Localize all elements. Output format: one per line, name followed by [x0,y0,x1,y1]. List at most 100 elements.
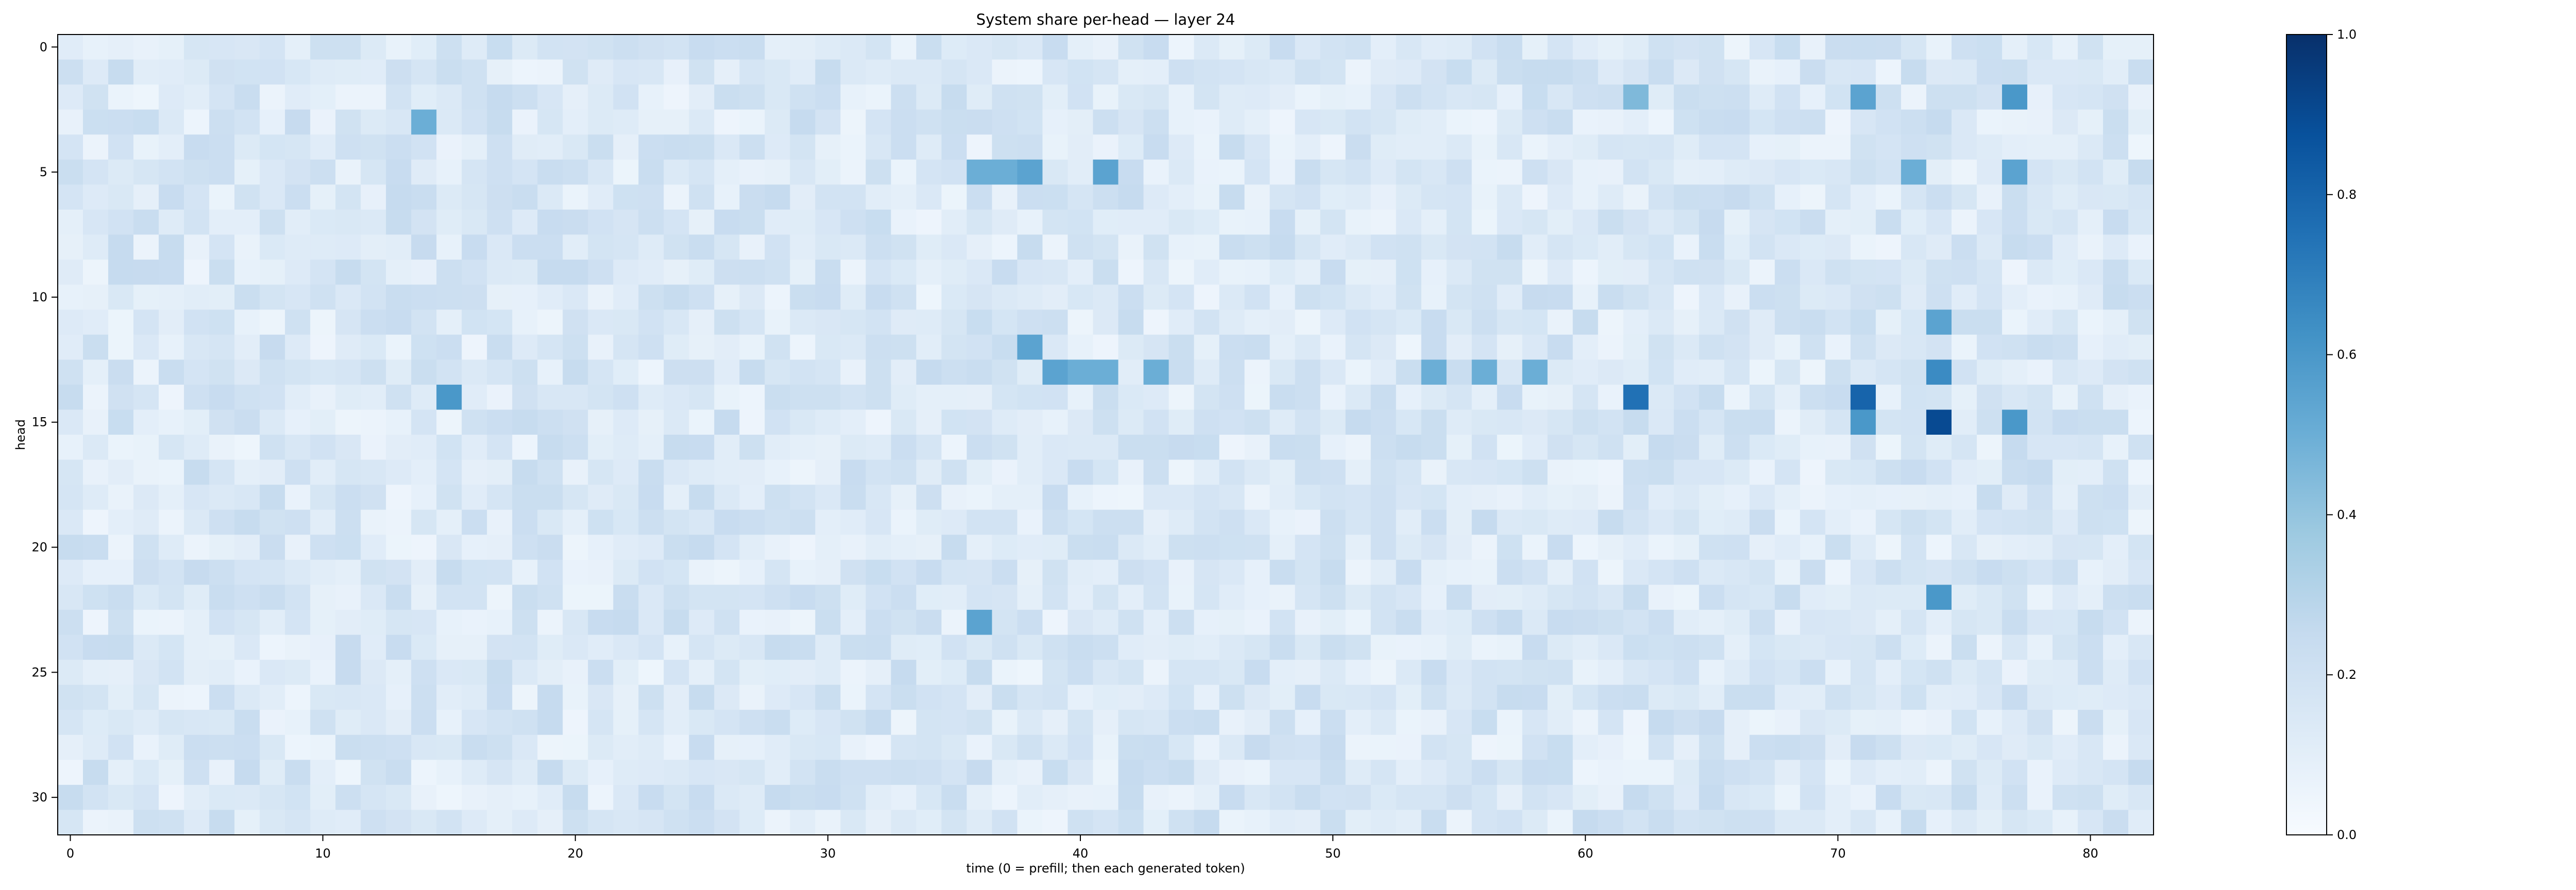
heatmap-cell [1648,760,1674,785]
heatmap-cell [1926,435,1952,460]
heatmap-cell [1497,734,1523,760]
heatmap-cell [1749,409,1775,435]
heatmap-cell [941,435,968,460]
heatmap-cell [1269,609,1296,636]
heatmap-cell [335,334,361,360]
heatmap-cell [2002,284,2028,310]
heatmap-cell [310,609,336,636]
heatmap-cell [1067,134,1094,160]
heatmap-cell [967,84,993,110]
heatmap-cell [1724,134,1750,160]
heatmap-cell [1168,509,1195,535]
heatmap-cell [2103,459,2129,485]
heatmap-cell [1497,684,1523,710]
heatmap-cell [1522,59,1548,85]
heatmap-cell [1976,509,2003,535]
heatmap-cell [967,760,993,785]
heatmap-cell [2052,409,2078,435]
heatmap-cell [1244,310,1270,335]
heatmap-cell [234,635,260,660]
heatmap-cell [891,760,917,785]
heatmap-cell [1825,660,1851,686]
heatmap-cell [1598,810,1624,835]
heatmap-cell [613,485,639,510]
heatmap-cell [1345,159,1371,185]
heatmap-cell [916,209,942,235]
heatmap-cell [1118,459,1144,485]
heatmap-cell [361,660,386,686]
heatmap-cell [790,134,816,160]
heatmap-cell [1724,59,1750,85]
heatmap-cell [1017,109,1043,135]
heatmap-cell [1143,710,1170,735]
heatmap-cell [563,635,588,660]
heatmap-cell [638,734,664,760]
heatmap-cell [1017,559,1043,585]
heatmap-cell [335,59,361,85]
heatmap-cell [638,784,664,811]
heatmap-cell [1623,609,1649,636]
heatmap-cell [2002,559,2028,585]
heatmap-cell [588,109,614,135]
heatmap-cell [1194,509,1220,535]
heatmap-cell [1471,810,1498,835]
heatmap-cell [1269,485,1296,510]
heatmap-cell [159,84,184,110]
heatmap-cell [1850,260,1876,285]
heatmap-cell [967,459,993,485]
heatmap-cell [714,234,740,260]
heatmap-cell [1446,59,1472,85]
x-tick-label: 20 [567,846,583,861]
heatmap-cell [1168,334,1195,360]
heatmap-cell [1724,509,1750,535]
heatmap-cell [1825,509,1851,535]
heatmap-cell [1143,585,1170,610]
heatmap-cell [765,459,790,485]
heatmap-cell [285,409,311,435]
heatmap-cell [310,635,336,660]
heatmap-cell [209,485,235,510]
heatmap-cell [1976,334,2003,360]
heatmap-cell [1370,159,1397,185]
heatmap-cell [2128,35,2154,60]
heatmap-cell [1724,409,1750,435]
heatmap-cell [2052,260,2078,285]
heatmap-cell [260,334,285,360]
heatmap-cell [83,684,109,710]
heatmap-cell [1168,209,1195,235]
heatmap-cell [1042,109,1069,135]
heatmap-cell [386,35,412,60]
heatmap-cell [1774,635,1801,660]
heatmap-cell [1396,59,1422,85]
heatmap-cell [790,184,816,210]
heatmap-cell [1572,260,1599,285]
heatmap-cell [285,459,311,485]
heatmap-cell [1623,810,1649,835]
heatmap-cell [260,209,285,235]
heatmap-cell [967,784,993,811]
heatmap-cell [1446,409,1472,435]
heatmap-cell [664,660,689,686]
heatmap-cell [1522,485,1548,510]
heatmap-cell [1194,84,1220,110]
heatmap-cell [1244,159,1270,185]
heatmap-cell [941,184,968,210]
heatmap-cell [1648,609,1674,636]
heatmap-cell [1800,684,1826,710]
heatmap-cell [1168,409,1195,435]
heatmap-cell [1118,35,1144,60]
heatmap-cell [1901,310,1927,335]
heatmap-cell [866,109,891,135]
heatmap-cell [1421,459,1447,485]
heatmap-cell [689,184,715,210]
heatmap-cell [1042,360,1069,385]
heatmap-cell [1875,609,1902,636]
heatmap-cell [1774,84,1801,110]
heatmap-cell [2002,459,2028,485]
heatmap-cell [563,760,588,785]
heatmap-cell [1522,134,1548,160]
heatmap-cell [1143,35,1170,60]
heatmap-cell [537,810,563,835]
heatmap-cell [866,609,891,636]
heatmap-cell [1168,760,1195,785]
